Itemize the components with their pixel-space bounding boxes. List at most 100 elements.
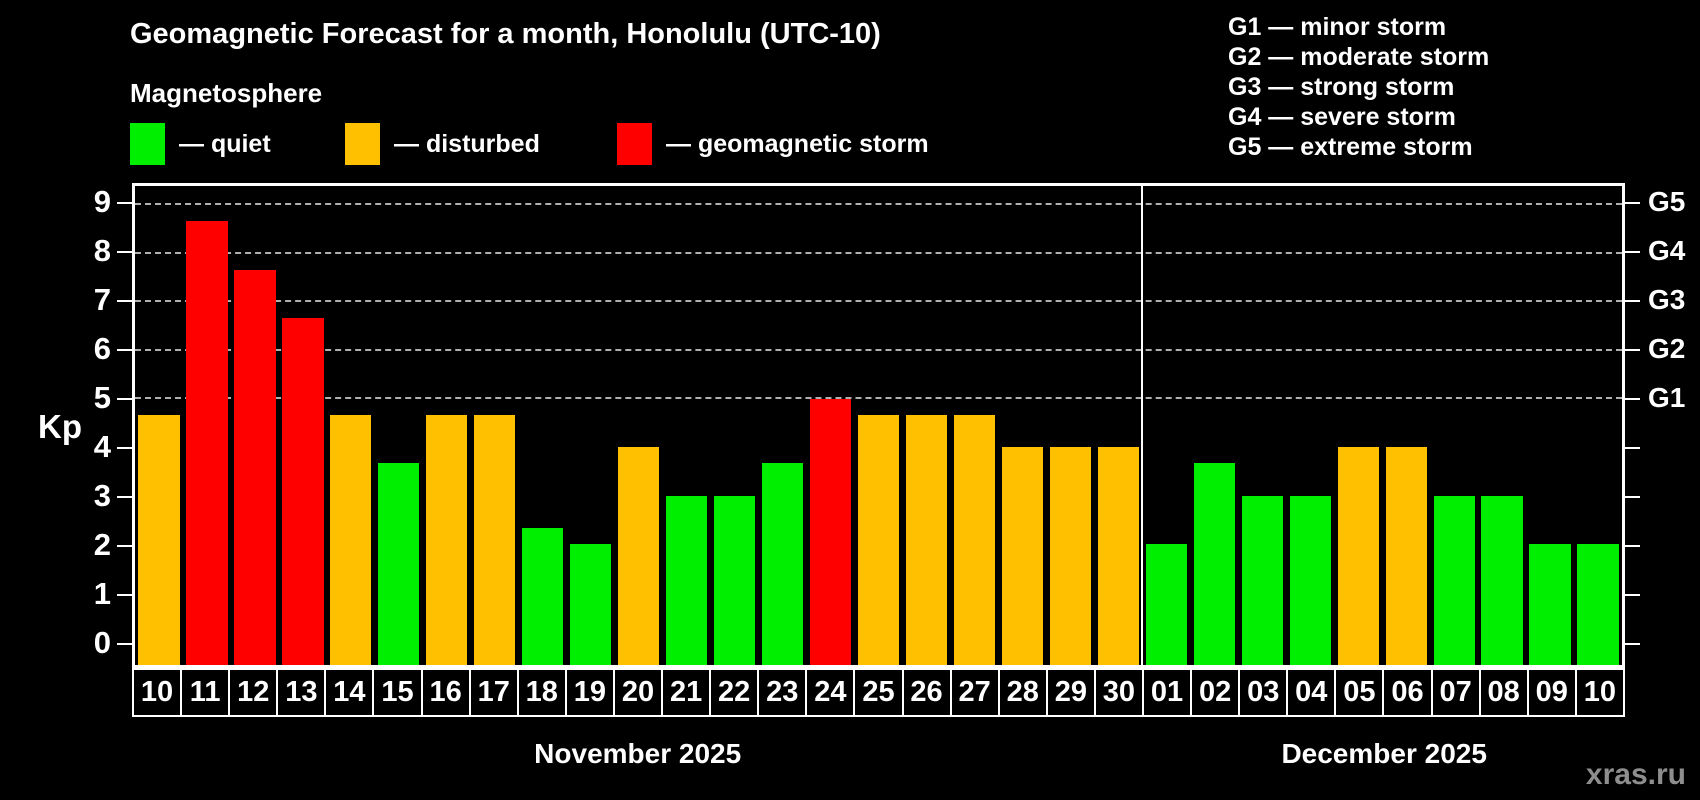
- kp-bar-day-28: [1001, 447, 1044, 665]
- kp-bar-day-29: [1049, 447, 1092, 665]
- kp-bar-day-09: [1529, 544, 1571, 665]
- month-labels: November 2025 December 2025: [132, 738, 1625, 772]
- bar-slot: [375, 186, 423, 665]
- day-label-24: 24: [805, 668, 856, 717]
- bar-slot: [663, 186, 711, 665]
- bar-slot: [1334, 186, 1382, 665]
- kp-bar-day-30: [1097, 447, 1139, 665]
- bar-slot: [759, 186, 807, 665]
- gridline-kp-8: [135, 251, 1622, 254]
- y-axis-tick-right: [1625, 593, 1640, 596]
- gridline-kp-7: [135, 300, 1622, 303]
- y-axis-title: Kp: [38, 408, 82, 445]
- kp-bar-day-17: [474, 414, 516, 665]
- y-axis-tick-left: [117, 593, 132, 596]
- gridline-kp-5: [135, 396, 1622, 399]
- magnetosphere-label: Magnetosphere: [130, 78, 323, 108]
- day-label-29: 29: [1045, 668, 1096, 717]
- y-tick-label-7: 7: [93, 281, 111, 317]
- bar-slot: [1430, 186, 1478, 665]
- y-tick-label-6: 6: [93, 330, 111, 366]
- y-axis-tick-left: [117, 299, 132, 302]
- day-label-20: 20: [612, 668, 664, 717]
- legend-item-quiet: — quiet: [130, 122, 271, 166]
- bar-slot: [1382, 186, 1430, 665]
- day-label-01: 01: [1141, 668, 1193, 717]
- day-label-25: 25: [853, 668, 904, 717]
- kp-bar-day-22: [713, 495, 756, 665]
- y-tick-label-1: 1: [93, 575, 111, 611]
- bar-slot: [711, 186, 759, 665]
- bar-slot: [950, 186, 998, 665]
- bar-slot: [998, 186, 1046, 665]
- kp-bar-day-10: [1577, 544, 1619, 665]
- kp-bar-day-06: [1385, 447, 1427, 665]
- kp-bar-day-26: [905, 414, 948, 665]
- y-tick-label-9: 9: [93, 183, 111, 219]
- kp-bar-day-01: [1145, 544, 1187, 665]
- day-label-10: 10: [1574, 668, 1625, 717]
- y-tick-label-8: 8: [93, 232, 111, 268]
- day-label-07: 07: [1430, 668, 1481, 717]
- g-scale-label-g3: G3: [1648, 283, 1686, 315]
- y-tick-label-2: 2: [93, 526, 111, 562]
- y-axis-tick-left: [117, 250, 132, 253]
- bar-slot: [1142, 186, 1190, 665]
- g-legend-line-1: G1 — minor storm: [1228, 13, 1447, 41]
- kp-bar-day-15: [378, 463, 420, 665]
- day-label-05: 05: [1334, 668, 1385, 717]
- kp-bar-day-18: [522, 528, 564, 665]
- kp-bar-day-24: [809, 398, 852, 665]
- bar-slot: [183, 186, 231, 665]
- bar-slot: [327, 186, 375, 665]
- legend-label-disturbed: — disturbed: [394, 129, 540, 158]
- kp-bar-day-08: [1481, 495, 1523, 665]
- bar-slot: [135, 186, 183, 665]
- kp-bar-day-20: [618, 447, 660, 665]
- y-axis-tick-right: [1625, 250, 1640, 253]
- bar-slot: [855, 186, 903, 665]
- kp-bar-chart-plot-area: [132, 183, 1625, 668]
- day-label-11: 11: [180, 668, 231, 717]
- kp-bar-day-05: [1337, 447, 1379, 665]
- day-label-13: 13: [276, 668, 327, 717]
- kp-bar-day-14: [330, 414, 372, 665]
- y-axis-tick-right: [1625, 544, 1640, 547]
- day-label-08: 08: [1478, 668, 1529, 717]
- month-label-1: December 2025: [1281, 738, 1487, 769]
- bar-slot: [471, 186, 519, 665]
- day-label-28: 28: [997, 668, 1048, 717]
- day-label-26: 26: [901, 668, 952, 717]
- legend-label-quiet: — quiet: [179, 129, 271, 158]
- kp-bar-day-02: [1193, 463, 1235, 665]
- y-axis-tick-left: [117, 201, 132, 204]
- g-scale-legend: G1 — minor storm G2 — moderate storm G3 — …: [1228, 12, 1489, 162]
- y-tick-label-4: 4: [93, 428, 111, 464]
- y-tick-label-5: 5: [93, 379, 111, 415]
- day-label-17: 17: [468, 668, 519, 717]
- bar-slot: [1478, 186, 1526, 665]
- y-axis-tick-right: [1625, 348, 1640, 351]
- y-axis-tick-left: [117, 544, 132, 547]
- kp-bar-day-04: [1289, 495, 1331, 665]
- kp-bar-day-12: [234, 269, 276, 665]
- bar-slot: [567, 186, 615, 665]
- legend-item-disturbed: — disturbed: [345, 122, 540, 166]
- bar-slot: [615, 186, 663, 665]
- kp-bar-day-11: [186, 221, 228, 665]
- day-label-27: 27: [949, 668, 1000, 717]
- day-label-16: 16: [420, 668, 471, 717]
- y-axis-tick-right: [1625, 495, 1640, 498]
- day-label-23: 23: [757, 668, 808, 717]
- y-axis-tick-right: [1625, 201, 1640, 204]
- y-axis-tick-left: [117, 446, 132, 449]
- month-label-0: November 2025: [534, 738, 742, 769]
- day-label-09: 09: [1526, 668, 1577, 717]
- g-legend-line-2: G2 — moderate storm: [1228, 43, 1490, 71]
- kp-bar-day-16: [426, 414, 468, 665]
- day-label-15: 15: [372, 668, 423, 717]
- y-tick-label-0: 0: [93, 624, 111, 660]
- bar-slot: [231, 186, 279, 665]
- day-label-02: 02: [1190, 668, 1241, 717]
